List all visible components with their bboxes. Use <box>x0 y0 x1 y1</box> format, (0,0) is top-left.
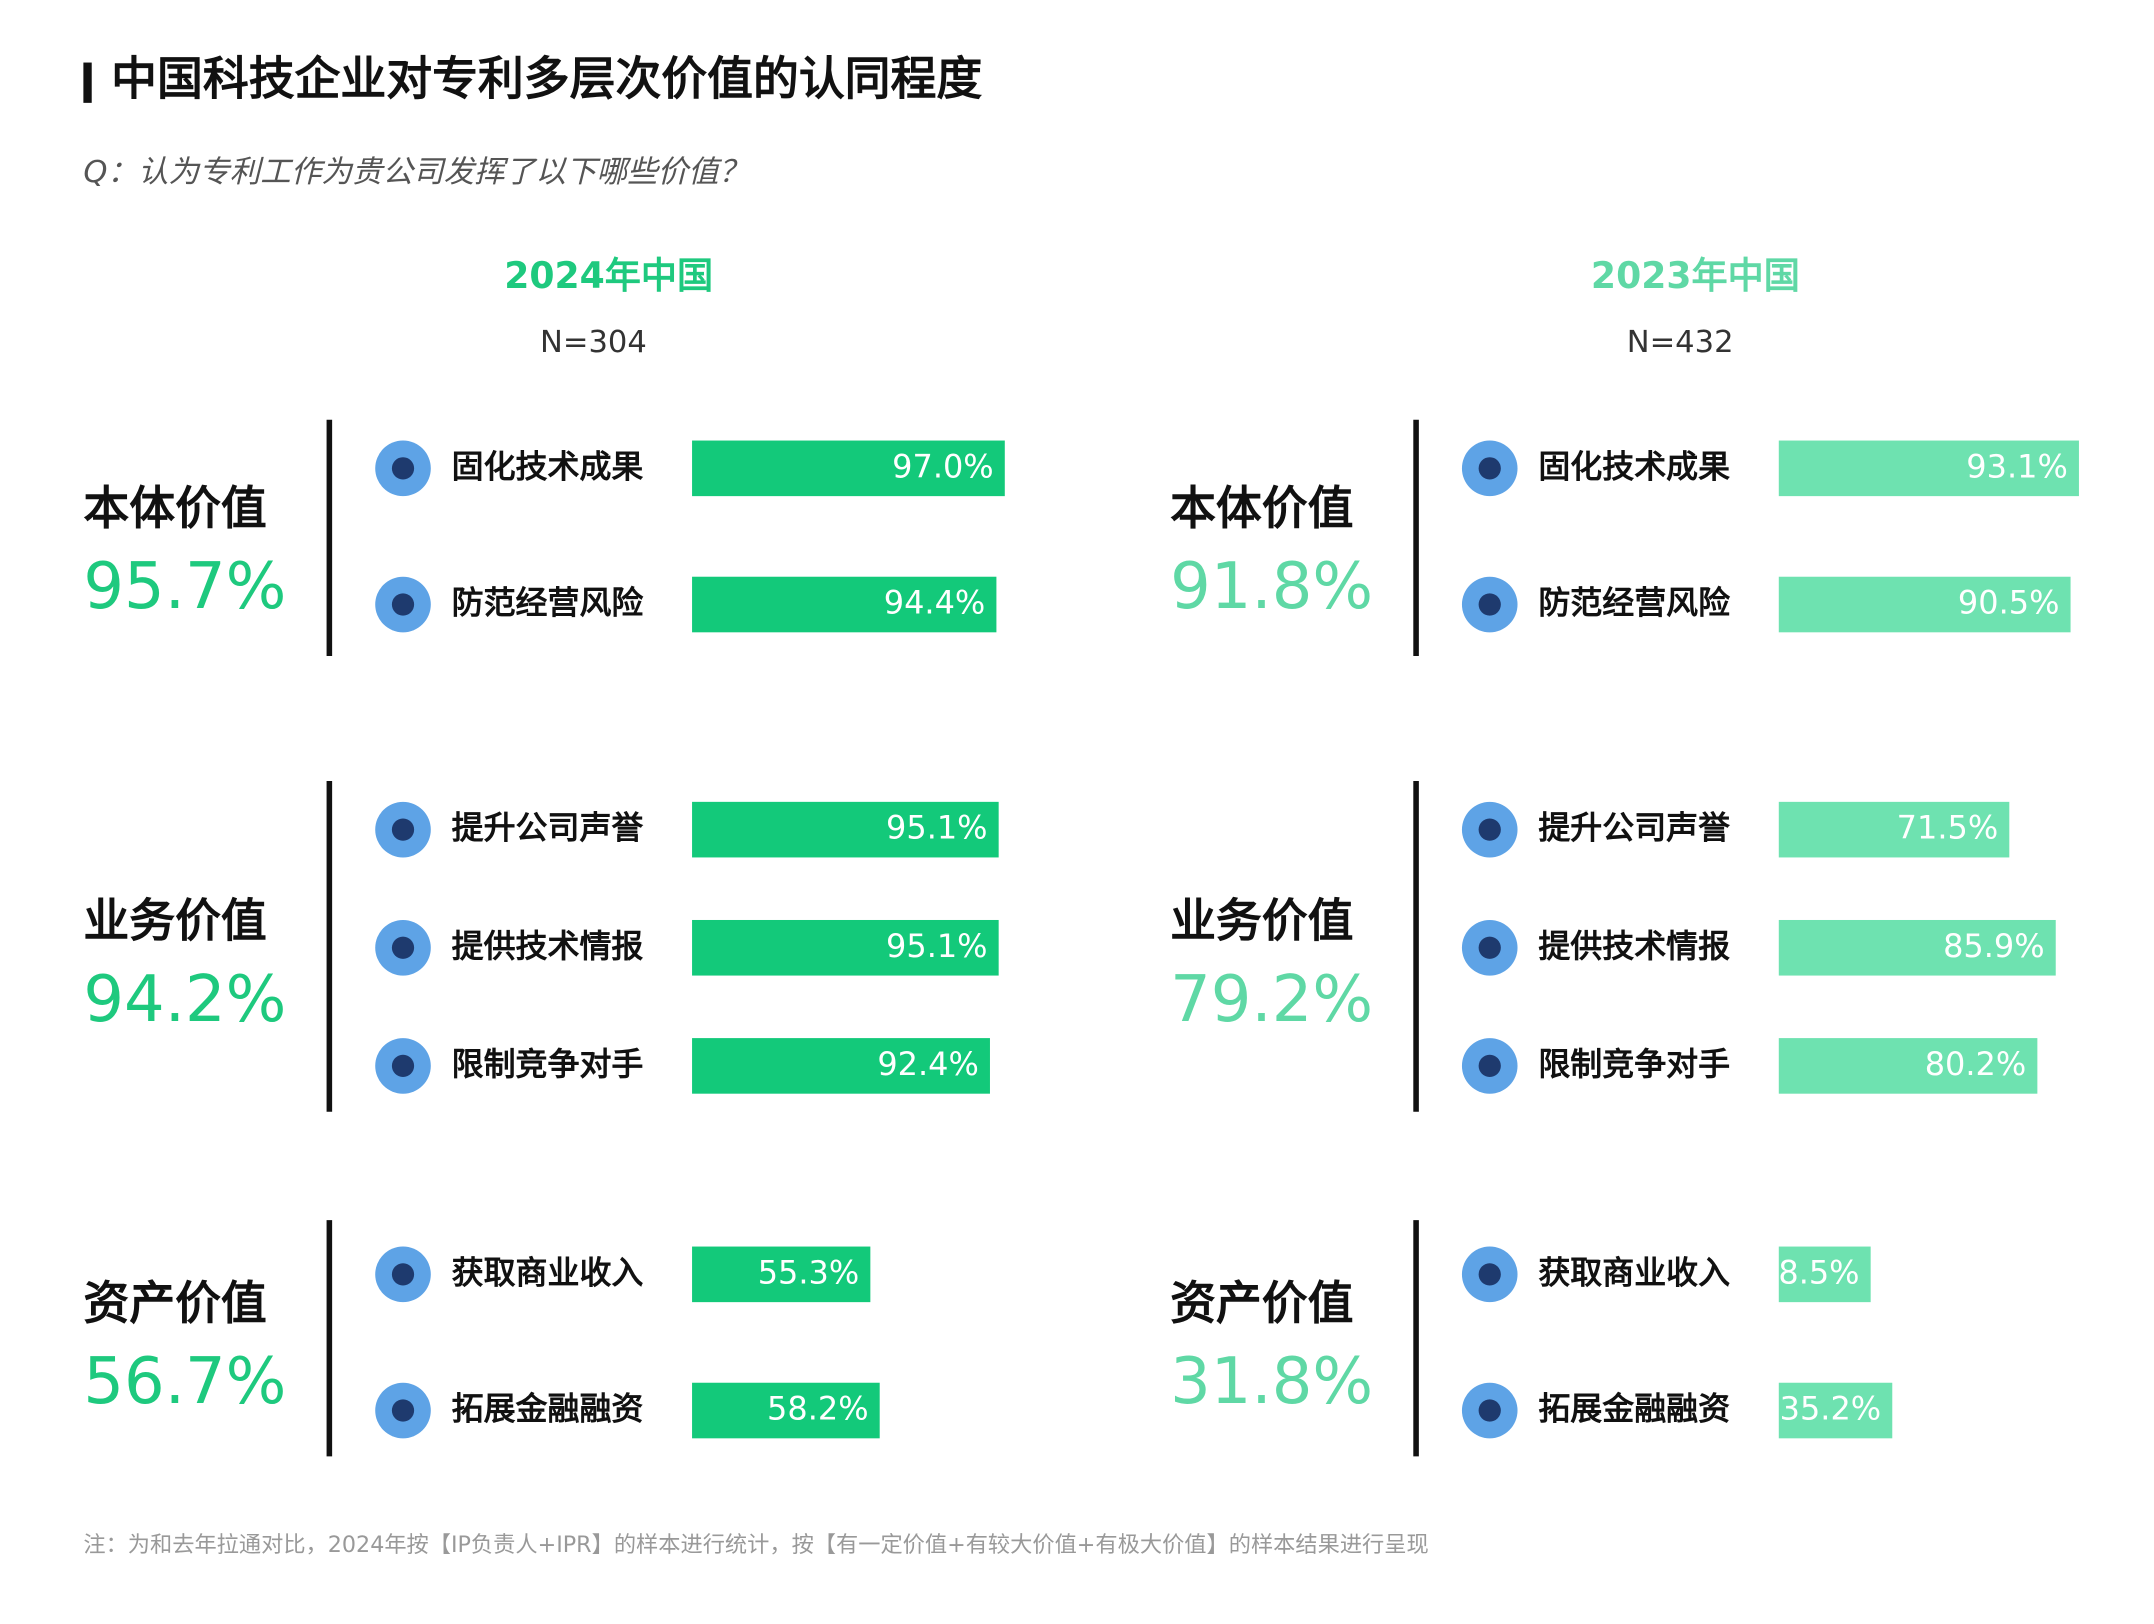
bar <box>1778 440 2079 497</box>
bar-value-label: 85.9% <box>1943 927 2045 965</box>
group-name: 本体价值 <box>83 481 266 535</box>
page-title: 中国科技企业对专利多层次价值的认同程度 <box>111 52 982 106</box>
bar-value-label: 35.2% <box>1780 1390 1882 1428</box>
icon-detail <box>1478 818 1501 841</box>
footnote: 注：为和去年拉通对比，2024年按【IP负责人+IPR】的样本进行统计，按【有一… <box>83 1532 1428 1558</box>
icon-detail <box>1478 936 1501 959</box>
bar-value-label: 97.0% <box>892 447 994 485</box>
item-label: 拓展金融融资 <box>452 1390 644 1428</box>
icon-detail <box>391 593 415 616</box>
panel-subtitle: N=304 <box>540 325 647 360</box>
bar <box>692 440 1005 497</box>
bar-value-label: 93.1% <box>1966 447 2068 485</box>
bar <box>692 1038 990 1094</box>
bar <box>1778 801 2010 858</box>
group-value: 31.8% <box>1170 1345 1373 1419</box>
panel-title: 2024年中国 <box>504 254 713 297</box>
item-label: 获取商业收入 <box>1538 1253 1730 1291</box>
title-marker <box>83 62 92 103</box>
group-name: 资产价值 <box>83 1276 266 1330</box>
item-label: 提升公司声誉 <box>1538 809 1731 847</box>
bar-value-label: 71.5% <box>1897 809 1999 847</box>
panel-title: 2023年中国 <box>1591 254 1800 297</box>
bar <box>692 801 999 858</box>
bar <box>692 576 997 633</box>
group-value: 91.8% <box>1170 550 1373 624</box>
bar <box>1778 1038 2038 1094</box>
bar-value-label: 55.3% <box>758 1253 860 1291</box>
icon-detail <box>1478 457 1501 480</box>
icon-detail <box>1478 1399 1501 1422</box>
icon-detail <box>391 818 415 841</box>
item-label: 限制竞争对手 <box>1538 1045 1730 1083</box>
group-name: 资产价值 <box>1170 1276 1353 1330</box>
item-label: 提升公司声誉 <box>452 809 645 847</box>
item-label: 限制竞争对手 <box>452 1045 644 1083</box>
bar-value-label: 58.2% <box>767 1390 869 1428</box>
bar-value-label: 28.5% <box>1758 1253 1860 1291</box>
icon-detail <box>391 1263 415 1286</box>
icon-detail <box>1478 1263 1501 1286</box>
icon-detail <box>1478 593 1501 616</box>
icon-detail <box>391 1399 415 1422</box>
icon-detail <box>391 1054 415 1078</box>
item-label: 固化技术成果 <box>1538 447 1730 485</box>
group-value: 79.2% <box>1170 963 1373 1037</box>
bar <box>692 1246 871 1303</box>
group-name: 业务价值 <box>1170 894 1353 948</box>
icon-detail <box>391 936 415 959</box>
item-label: 防范经营风险 <box>452 584 645 622</box>
bar-value-label: 94.4% <box>884 584 986 622</box>
item-label: 拓展金融融资 <box>1538 1390 1730 1428</box>
group-name: 业务价值 <box>83 894 266 948</box>
item-label: 提供技术情报 <box>452 927 644 965</box>
icon-detail <box>391 457 415 480</box>
bar <box>692 1382 880 1439</box>
group-value: 56.7% <box>83 1345 286 1419</box>
item-label: 获取商业收入 <box>452 1253 644 1291</box>
bar-value-label: 80.2% <box>1925 1045 2027 1083</box>
group-value: 94.2% <box>83 963 286 1037</box>
bar-value-label: 95.1% <box>886 927 988 965</box>
question: Q：认为专利工作为贵公司发挥了以下哪些价值？ <box>83 155 749 190</box>
panel-subtitle: N=432 <box>1627 325 1734 360</box>
item-label: 提供技术情报 <box>1538 927 1730 965</box>
icon-detail <box>1478 1054 1501 1078</box>
bar <box>692 919 999 976</box>
group-value: 95.7% <box>83 550 286 624</box>
item-label: 固化技术成果 <box>452 447 644 485</box>
bar <box>1778 1246 1871 1303</box>
bar <box>1778 919 2056 976</box>
bar-value-label: 95.1% <box>886 809 988 847</box>
bar <box>1778 576 2071 633</box>
item-label: 防范经营风险 <box>1538 584 1731 622</box>
bar-value-label: 92.4% <box>877 1045 979 1083</box>
bar-value-label: 90.5% <box>1958 584 2060 622</box>
bar <box>1778 1382 1893 1439</box>
group-name: 本体价值 <box>1170 481 1353 535</box>
